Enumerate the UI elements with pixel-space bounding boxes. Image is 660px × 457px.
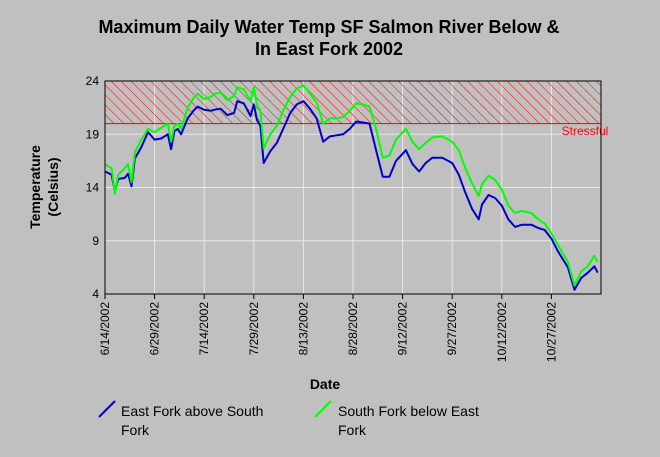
chart-title-line-1: Maximum Daily Water Temp SF Salmon River… (98, 17, 559, 37)
plot-frame (104, 80, 602, 295)
x-tick-label: 9/27/2002 (445, 302, 459, 356)
x-tick-label: 8/13/2002 (296, 302, 310, 356)
legend-label-south-fork-line-2: Fork (338, 422, 367, 438)
x-tick-label: 6/14/2002 (98, 302, 112, 356)
y-tick-label: 24 (86, 74, 100, 88)
series-layer (104, 84, 599, 291)
x-axis-label: Date (310, 376, 341, 392)
y-tick-label: 4 (92, 287, 99, 301)
y-axis-label-line-2: (Celsius) (45, 157, 61, 216)
y-tick-label: 9 (92, 234, 99, 248)
legend-label-east-fork-line-2: Fork (121, 422, 150, 438)
y-tick-label: 14 (86, 181, 100, 195)
y-tick-label: 19 (86, 127, 100, 141)
stressful-zone (104, 80, 602, 125)
x-tick-label: 10/12/2002 (495, 302, 509, 362)
x-tick-label: 6/29/2002 (148, 302, 162, 356)
legend-label-south-fork-line-1: South Fork below East (338, 403, 479, 419)
x-tick-label: 7/14/2002 (197, 302, 211, 356)
x-tick-label: 10/27/2002 (544, 302, 558, 362)
series-line-south-fork-below-east-fork (104, 84, 599, 287)
legend-label-east-fork-line-1: East Fork above South (121, 403, 263, 419)
series-line-east-fork-above-south-fork (104, 100, 599, 291)
chart-title-line-2: In East Fork 2002 (255, 39, 403, 59)
x-tick-label: 9/12/2002 (396, 302, 410, 356)
legend: East Fork above South Fork South Fork be… (98, 400, 479, 438)
stressful-label: Stressful (562, 124, 609, 138)
axes: 4 9 14 19 24 6/14/2002 6/29/2002 7/14/2002 7/29/… (86, 74, 602, 362)
x-tick-label: 7/29/2002 (247, 302, 261, 356)
x-tick-label: 8/28/2002 (346, 302, 360, 356)
legend-swatch-east-fork (98, 400, 116, 418)
y-axis-label-line-1: Temperature (27, 145, 43, 229)
legend-swatch-south-fork (314, 400, 332, 418)
